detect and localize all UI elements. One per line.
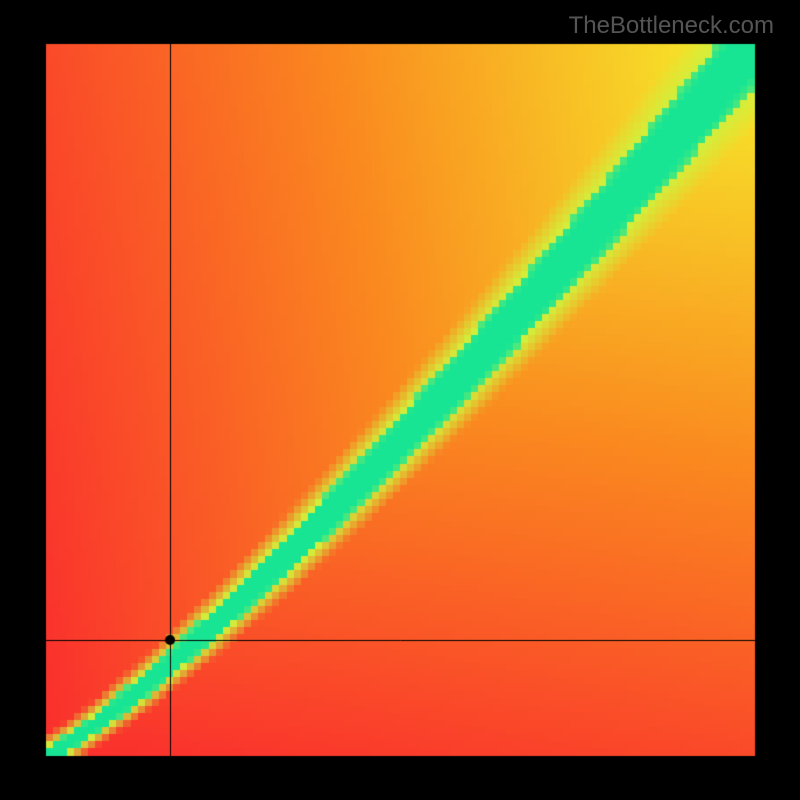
bottleneck-heatmap: [0, 0, 800, 800]
watermark-text: TheBottleneck.com: [569, 12, 774, 40]
chart-container: TheBottleneck.com: [0, 0, 800, 800]
